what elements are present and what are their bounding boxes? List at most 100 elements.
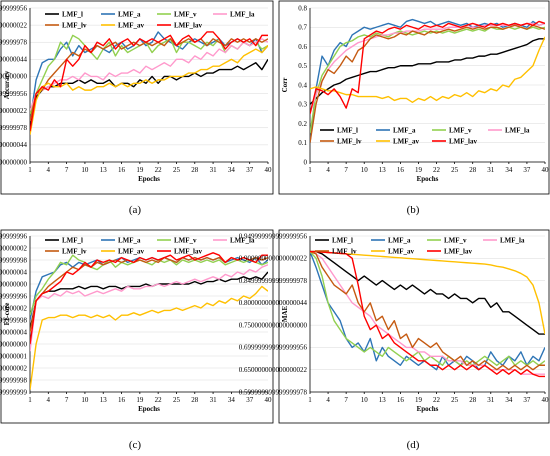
y-tick-label: 0.69999999999999996 — [0, 292, 28, 300]
y-tick-label: 0.8 — [298, 4, 307, 12]
y-tick-label: 0.750000000000000000 — [239, 321, 308, 329]
y-tick-label: 0.80000000000000004 — [0, 268, 28, 276]
y-axis-title: Corr — [281, 78, 289, 93]
series-line-lmf-v — [310, 251, 545, 366]
x-tick-label: 16 — [397, 166, 405, 174]
series-line-lmf-lav — [30, 31, 268, 132]
x-tick-label: 4 — [47, 396, 51, 404]
x-tick-label: 28 — [469, 166, 477, 174]
series-line-lmf-lv — [310, 24, 545, 143]
series-line-lmf-l — [310, 250, 545, 335]
x-tick-label: 13 — [100, 396, 108, 404]
x-tick-label: 28 — [469, 396, 477, 404]
panel-caption: (c) — [129, 439, 142, 451]
panel-d: 0.599999999999999978 0.650000000000000022… — [239, 229, 550, 424]
panel-frame — [278, 0, 550, 195]
x-tick-label: 7 — [65, 166, 69, 174]
x-tick-label: 1 — [28, 166, 32, 174]
y-tick-label: 0.4 — [298, 81, 307, 89]
series-line-lmf-av — [30, 45, 268, 135]
panel-caption: (a) — [129, 204, 142, 216]
x-tick-label: 7 — [344, 396, 348, 404]
series-line-lmf-av — [310, 250, 545, 335]
series-line-lmf-la — [310, 250, 545, 375]
x-tick-label: 31 — [210, 166, 218, 174]
y-tick-label: 0.34999999999999998 — [0, 376, 28, 384]
x-tick-label: 13 — [100, 166, 108, 174]
series-line-lmf-la — [30, 38, 268, 111]
x-tick-label: 40 — [542, 396, 550, 404]
x-tick-label: 25 — [173, 396, 181, 404]
x-tick-label: 16 — [118, 166, 126, 174]
y-tick-label: 0.45000000000000001 — [0, 352, 28, 360]
legend-entry: LMF_la — [230, 236, 255, 244]
series-line-lmf-lav — [310, 250, 545, 378]
legend-entry: LMF_av — [118, 21, 145, 29]
legend-entry: LMF_a — [118, 10, 141, 18]
series-line-lmf-la — [30, 264, 268, 352]
y-tick-label: 0.949999999999999956 — [239, 232, 308, 240]
legend-entry: LMF_l — [62, 10, 83, 18]
x-tick-label: 34 — [505, 166, 513, 174]
y-tick-label: 0.2 — [298, 120, 307, 128]
x-tick-label: 34 — [228, 396, 236, 404]
y-tick-label: 0.650000000000000022 — [239, 366, 308, 374]
x-tick-label: 7 — [344, 166, 348, 174]
x-tick-label: 28 — [191, 166, 199, 174]
y-tick-label: 0.650000000000000022 — [0, 107, 28, 115]
series-line-lmf-a — [310, 18, 545, 143]
y-tick-label: 0.59999999999999998 — [0, 316, 28, 324]
y-tick-label: 0.800000000000000044 — [0, 56, 28, 64]
legend-entry: LMF_v — [444, 236, 467, 244]
legend-entry: LMF_a — [393, 126, 416, 134]
y-tick-label: 0.7 — [298, 24, 307, 32]
x-tick-label: 10 — [81, 396, 89, 404]
x-tick-label: 1 — [28, 396, 32, 404]
legend-entry: LMF_v — [449, 126, 472, 134]
x-tick-label: 16 — [397, 396, 405, 404]
legend-entry: LMF_l — [337, 126, 358, 134]
y-tick-label: 0.699999999999999956 — [0, 90, 28, 98]
panel-caption: (d) — [407, 439, 420, 451]
x-tick-label: 37 — [523, 396, 531, 404]
panel-frame — [278, 229, 550, 424]
y-tick-label: 0.800000000000000044 — [239, 299, 308, 307]
x-tick-label: 22 — [155, 396, 163, 404]
legend-entry: LMF_la — [230, 10, 255, 18]
series-line-lmf-lv — [310, 250, 545, 371]
legend-entry: LMF_v — [174, 10, 197, 18]
series-lines — [30, 31, 268, 135]
series-line-lmf-l — [310, 38, 545, 105]
legend-entry: LMF_lv — [337, 137, 362, 145]
legend-entry: LMF_lv — [62, 21, 87, 29]
y-tick-label: 0.40000000000000002 — [0, 364, 28, 372]
series-lines — [30, 252, 268, 390]
x-tick-label: 25 — [451, 396, 459, 404]
x-tick-label: 22 — [155, 166, 163, 174]
legend-entry: LMF_lv — [62, 247, 87, 255]
series-line-lmf-lav — [310, 20, 545, 115]
legend-entry: LMF_lv — [332, 247, 357, 255]
x-tick-label: 25 — [451, 166, 459, 174]
legend-entry: LMF_l — [62, 236, 83, 244]
legend-entry: LMF_v — [174, 236, 197, 244]
x-tick-label: 10 — [361, 396, 369, 404]
y-axis-title: Accuracy — [3, 70, 11, 99]
x-tick-label: 40 — [265, 396, 273, 404]
series-line-lmf-v — [30, 254, 268, 316]
panel-frame — [0, 0, 274, 195]
series-line-lmf-lv — [30, 256, 268, 333]
x-tick-label: 4 — [47, 166, 51, 174]
legend-entry: LMF_la — [505, 126, 530, 134]
x-tick-label: 22 — [433, 166, 441, 174]
x-tick-label: 4 — [326, 396, 330, 404]
x-tick-label: 25 — [173, 166, 181, 174]
x-tick-label: 31 — [487, 396, 495, 404]
x-tick-label: 31 — [210, 396, 218, 404]
x-axis-title: Epochs — [138, 405, 160, 413]
x-tick-label: 37 — [246, 396, 254, 404]
legend-entry: LMF_av — [393, 137, 420, 145]
x-tick-label: 40 — [542, 166, 550, 174]
y-tick-label: 0.849999999999999978 — [0, 39, 28, 47]
